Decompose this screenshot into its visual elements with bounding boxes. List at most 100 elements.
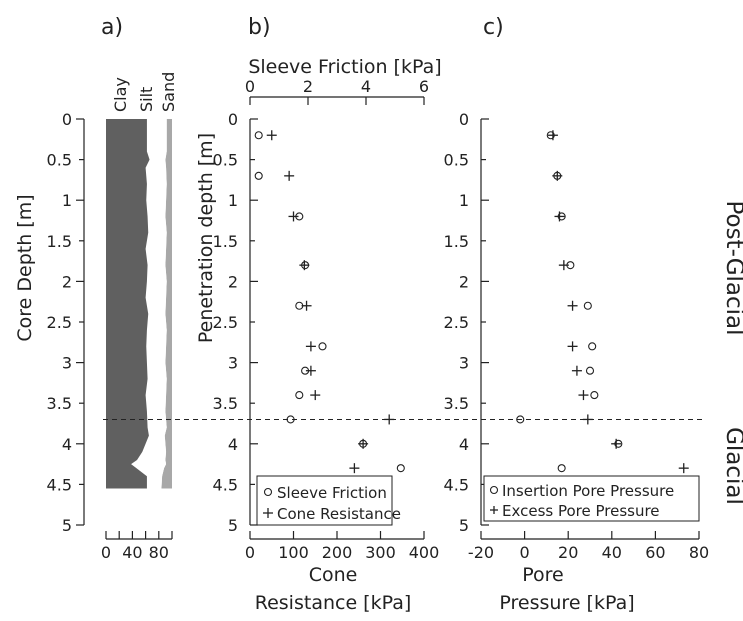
pore-pressure-x-tick-label: 0 <box>520 543 530 562</box>
legend-insertion-pore-pressure-marker <box>489 485 499 495</box>
cone-resistance-point <box>288 211 299 222</box>
panel-c-y-tick-label: 5 <box>459 516 469 535</box>
cone-axis-label-line2: Resistance [kPa] <box>255 592 412 614</box>
pore-pressure-x-tick-label: -20 <box>468 543 494 562</box>
panel-b-y-tick-label: 2 <box>228 272 238 291</box>
insertion-pore-pressure-point <box>585 366 595 375</box>
legend-sleeve-friction-label: Sleeve Friction <box>277 484 387 502</box>
cone-resistance-x-tick-label: 0 <box>245 543 255 562</box>
panel-b-y-tick-label: 1.5 <box>213 232 238 251</box>
panel-a-y-tick-label: 2.5 <box>47 313 72 332</box>
excess-pore-pressure-point <box>554 211 565 222</box>
panel-a-label: a) <box>101 15 123 40</box>
sleeve-friction-x-tick-label: 2 <box>303 77 313 96</box>
sleeve-friction-point <box>318 342 327 351</box>
insertion-pore-pressure-point <box>583 301 592 310</box>
panel-b-y-tick-label: 0.5 <box>213 151 238 170</box>
excess-pore-pressure-point <box>567 341 578 352</box>
panel-b-y-tick-label: 1 <box>228 191 238 210</box>
panel-b-y-tick-label: 4.5 <box>213 475 238 494</box>
cone-resistance-x-tick-label: 400 <box>409 543 440 562</box>
cone-resistance-x-tick-label: 100 <box>278 543 309 562</box>
cone-axis-label-line1: Cone <box>309 564 358 586</box>
legend-sleeve-friction-marker <box>263 487 273 497</box>
insertion-pore-pressure-point <box>588 342 597 351</box>
sleeve-friction-point <box>254 131 263 140</box>
panel-b: Sleeve Friction [kPa] Penetration depth … <box>195 56 442 614</box>
legend-cone-resistance-label: Cone Resistance <box>277 505 401 523</box>
panel-c-y-tick-label: 3 <box>459 354 469 373</box>
panel-c-y-tick-label: 2 <box>459 272 469 291</box>
panel-c-marks <box>516 130 689 474</box>
panel-a-y-tick-label: 5 <box>62 516 72 535</box>
excess-pore-pressure-point <box>558 260 569 271</box>
pore-pressure-x-tick-label: 40 <box>602 543 622 562</box>
panel-a-y-tick-label: 0 <box>62 110 72 129</box>
cone-resistance-point <box>305 365 316 376</box>
panel-b-axes: 00.511.522.533.544.550 2 4 60 100 200 300 400 <box>213 77 440 562</box>
panel-c-y-tick-label: 1 <box>459 191 469 210</box>
excess-pore-pressure-point <box>611 438 622 449</box>
sleeve-friction-point <box>254 171 263 180</box>
panel-a-y-tick-label: 2 <box>62 272 72 291</box>
excess-pore-pressure-point <box>547 130 558 141</box>
panel-a-y-tick-label: 0.5 <box>47 151 72 170</box>
panel-c-label: c) <box>483 15 504 40</box>
pore-pressure-x-tick-label: 80 <box>689 543 709 562</box>
panel-a-y-tick-label: 1 <box>62 191 72 210</box>
panel-b-y-tick-label: 3.5 <box>213 394 238 413</box>
penetration-depth-axis-label: Penetration depth [m] <box>195 133 217 343</box>
panel-a-y-tick-label: 3 <box>62 354 72 373</box>
panel-b-y-tick-label: 4 <box>228 435 238 454</box>
cone-resistance-point <box>266 130 277 141</box>
core-depth-axis-label: Core Depth [m] <box>14 194 36 341</box>
panel-c-axes: 0 0.5 1 1.5 2 2.5 3 3.5 4 4.5 5 -20 0 20 40 60 80 <box>444 110 710 562</box>
panel-b-y-tick-label: 3 <box>228 354 238 373</box>
excess-pore-pressure-point <box>567 300 578 311</box>
panel-b-y-tick-label: 0 <box>228 110 238 129</box>
sleeve-friction-x-tick-label: 6 <box>419 77 429 96</box>
grain-class-label-clay: Clay <box>111 77 130 112</box>
post-glacial-zone-label: Post-Glacial <box>721 200 743 335</box>
panel-c-y-tick-label: 1.5 <box>444 232 469 251</box>
cone-resistance-x-tick-label: 200 <box>322 543 353 562</box>
excess-pore-pressure-point <box>678 463 689 474</box>
cone-resistance-point <box>301 300 312 311</box>
panel-a: Core Depth [m] Clay Silt Sand 0 0.5 1 1.5 2 2.5… <box>14 72 178 562</box>
clay-layer <box>106 119 150 489</box>
sleeve-friction-x-tick-label: 4 <box>361 77 371 96</box>
panel-c-y-tick-label: 3.5 <box>444 394 469 413</box>
grain-class-label-sand: Sand <box>159 72 178 112</box>
pore-pressure-x-tick-label: 20 <box>558 543 578 562</box>
grain-class-label-silt: Silt <box>137 87 156 112</box>
grain-size-layers <box>106 119 172 489</box>
panel-a-x-tick-label: 0 <box>101 543 111 562</box>
panel-b-y-tick-label: 2.5 <box>213 313 238 332</box>
panel-c-legend: Insertion Pore Pressure Excess Pore Pres… <box>483 475 700 522</box>
panel-c-y-tick-label: 2.5 <box>444 313 469 332</box>
glacial-zone-label: Glacial <box>721 427 743 505</box>
excess-pore-pressure-point <box>578 390 589 401</box>
legend-excess-pore-pressure-marker <box>490 506 498 514</box>
panel-a-x-tick-label: 40 <box>122 543 142 562</box>
panel-b-y-tick-label: 5 <box>228 516 238 535</box>
panel-b-legend: Sleeve Friction Cone Resistance <box>256 475 401 526</box>
cone-resistance-x-tick-label: 300 <box>365 543 396 562</box>
panel-c-y-tick-label: 0 <box>459 110 469 129</box>
panel-a-y-tick-label: 4.5 <box>47 475 72 494</box>
pore-pressure-x-tick-label: 60 <box>645 543 665 562</box>
panel-c-y-tick-label: 4 <box>459 435 469 454</box>
cone-resistance-point <box>310 390 321 401</box>
panel-a-y-tick-label: 3.5 <box>47 394 72 413</box>
panel-c: Pore Pressure [kPa] 0 0.5 1 1.5 2 2.5 3 3.5 4 4.5… <box>444 110 710 614</box>
cone-resistance-point <box>284 170 295 181</box>
panel-c-y-tick-label: 4.5 <box>444 475 469 494</box>
legend-insertion-pore-pressure-label: Insertion Pore Pressure <box>502 482 674 500</box>
panel-a-y-tick-label: 1.5 <box>47 232 72 251</box>
cone-resistance-point <box>305 341 316 352</box>
pore-axis-label-line2: Pressure [kPa] <box>499 592 634 614</box>
panel-c-y-tick-label: 0.5 <box>444 151 469 170</box>
panel-b-label: b) <box>248 15 271 40</box>
sleeve-friction-axis-label: Sleeve Friction [kPa] <box>248 56 441 78</box>
